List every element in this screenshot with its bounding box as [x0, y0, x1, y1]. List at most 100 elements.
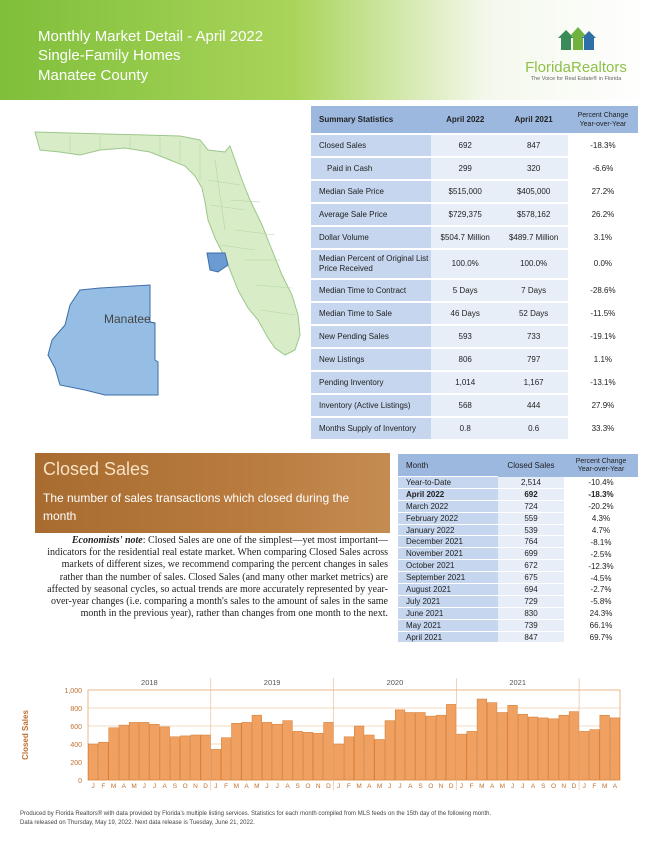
chart-y-tick-label: 600 — [70, 724, 82, 731]
monthly-row-sales: 830 — [498, 607, 564, 620]
chart-month-tick-label: F — [470, 783, 474, 790]
monthly-row-month: August 2021 — [398, 584, 498, 596]
chart-month-tick-label: D — [449, 783, 454, 790]
chart-month-tick-label: M — [356, 783, 361, 790]
monthly-row-sales: 764 — [498, 536, 564, 549]
logo-brand-text: FloridaRealtors — [525, 59, 627, 76]
summary-row-current: 46 Days — [431, 303, 500, 324]
chart-month-tick-label: J — [153, 783, 156, 790]
summary-row-current: 806 — [431, 349, 500, 370]
chart-month-tick-label: O — [551, 783, 556, 790]
chart-month-tick-label: M — [500, 783, 505, 790]
header-banner — [0, 0, 650, 100]
chart-month-tick-label: A — [613, 783, 618, 790]
chart-bar — [609, 717, 620, 781]
footer-notes: Produced by Florida Realtors® with data … — [20, 810, 635, 828]
summary-header-prior: April 2021 — [499, 106, 568, 133]
chart-month-tick-label: M — [479, 783, 484, 790]
summary-row-prior: 100.0% — [499, 250, 568, 278]
chart-month-tick-label: N — [193, 783, 198, 790]
monthly-row-pct: -20.2% — [564, 500, 638, 513]
chart-bar — [149, 723, 160, 781]
monthly-row: March 2022 724 -20.2% — [398, 500, 638, 513]
summary-row-prior: $405,000 — [499, 181, 568, 202]
monthly-row-pct: -8.1% — [564, 536, 638, 549]
economists-note: Economists' note: Closed Sales are one o… — [47, 535, 388, 620]
chart-month-tick-label: J — [276, 783, 279, 790]
county-name: Manatee County — [38, 67, 149, 84]
chart-month-tick-label: A — [244, 783, 249, 790]
monthly-row-pct: 4.3% — [564, 512, 638, 525]
monthly-row-month: November 2021 — [398, 548, 498, 561]
monthly-row-month: September 2021 — [398, 572, 498, 585]
chart-bar — [374, 739, 385, 781]
closed-sales-banner — [35, 453, 390, 533]
monthly-row: August 2021 694 -2.7% — [398, 584, 638, 596]
monthly-row-pct: -5.8% — [564, 595, 638, 608]
chart-bar — [415, 712, 426, 781]
chart-bar — [88, 743, 99, 781]
summary-row: Pending Inventory 1,014 1,167 -13.1% — [311, 372, 638, 393]
monthly-row-month: February 2022 — [398, 512, 498, 525]
logo-tagline: The Voice for Real Estate® in Florida — [530, 76, 622, 82]
chart-bar — [200, 734, 211, 781]
chart-month-tick-label: J — [521, 783, 524, 790]
summary-row-current: 100.0% — [431, 250, 500, 278]
chart-y-axis-label: Closed Sales — [21, 710, 30, 760]
summary-row-pct: 27.9% — [567, 395, 638, 416]
chart-y-tick-label: 400 — [70, 742, 82, 749]
summary-row-current: $729,375 — [431, 204, 500, 225]
chart-bar — [507, 705, 518, 781]
summary-row-current: $515,000 — [431, 181, 500, 202]
chart-bar — [476, 698, 487, 781]
monthly-row: November 2021 699 -2.5% — [398, 548, 638, 561]
monthly-row-sales: 847 — [498, 631, 564, 644]
chart-bar — [364, 734, 375, 781]
chart-bar — [323, 722, 334, 781]
summary-row-label: Median Percent of Original List Price Re… — [311, 250, 431, 278]
summary-row-prior: 444 — [499, 395, 568, 416]
monthly-row: April 2022 692 -18.3% — [398, 488, 638, 501]
chart-month-tick-label: S — [418, 783, 423, 790]
chart-year-label: 2019 — [264, 678, 281, 687]
monthly-row-pct: 24.3% — [564, 607, 638, 620]
monthly-row-month: June 2021 — [398, 607, 498, 620]
summary-row-prior: 0.6 — [499, 418, 568, 439]
monthly-row-sales: 559 — [498, 512, 564, 525]
chart-month-tick-label: J — [91, 783, 94, 790]
summary-row: Median Sale Price $515,000 $405,000 27.2% — [311, 181, 638, 202]
chart-month-tick-label: A — [163, 783, 168, 790]
monthly-row-month: July 2021 — [398, 595, 498, 608]
summary-header-pct: Percent Change Year-over-Year — [567, 106, 638, 133]
monthly-row-month: May 2021 — [398, 619, 498, 632]
monthly-row: May 2021 739 66.1% — [398, 619, 638, 632]
chart-bar — [527, 716, 539, 781]
monthly-row-pct: -2.7% — [564, 584, 638, 596]
monthly-row-pct: -18.3% — [564, 488, 638, 501]
chart-bar — [558, 714, 569, 781]
summary-row-pct: 26.2% — [567, 204, 638, 225]
summary-row-label: New Listings — [311, 349, 431, 370]
report-title: Monthly Market Detail - April 2022 — [38, 28, 264, 45]
monthly-row-sales: 2,514 — [498, 477, 564, 489]
chart-bar — [190, 734, 201, 781]
summary-row-current: 299 — [431, 158, 500, 179]
summary-row-pct: -13.1% — [567, 372, 638, 393]
summary-row-pct: -28.6% — [567, 280, 638, 301]
chart-bar — [313, 732, 324, 781]
chart-bar — [333, 743, 344, 781]
monthly-row-sales: 675 — [498, 572, 564, 585]
monthly-row-pct: 4.7% — [564, 524, 638, 537]
chart-month-tick-label: M — [254, 783, 259, 790]
summary-header-row: Summary Statistics April 2022 April 2021… — [311, 106, 638, 133]
chart-bar — [384, 720, 395, 781]
monthly-row-month: October 2021 — [398, 560, 498, 573]
summary-row-pct: -11.5% — [567, 303, 638, 324]
summary-row: New Pending Sales 593 733 -19.1% — [311, 326, 638, 347]
chart-bar — [435, 714, 447, 781]
chart-bar — [180, 735, 191, 781]
chart-month-tick-label: J — [398, 783, 401, 790]
chart-bar — [272, 723, 283, 781]
monthly-row-sales: 539 — [498, 524, 564, 537]
